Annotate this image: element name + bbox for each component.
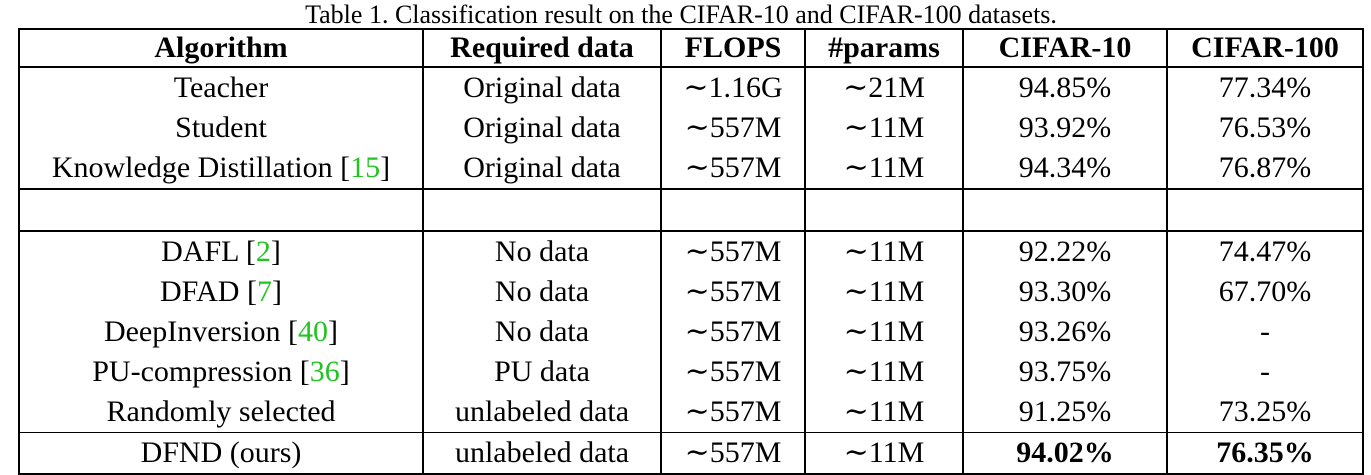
col-header-algorithm: Algorithm	[18, 28, 424, 68]
table-row: DAFL [2] No data ∼557M ∼11M 92.22% 74.47%	[18, 230, 1364, 272]
algorithm-name: Teacher	[173, 71, 269, 104]
col-header-cifar10: CIFAR-10	[962, 28, 1168, 68]
algorithm-name: DFAD	[160, 275, 240, 308]
cell-cifar10: 94.34%	[962, 148, 1168, 190]
cell-cifar10: 93.75%	[962, 352, 1168, 392]
table-row: DFND (ours) unlabeled data ∼557M ∼11M 94.02%…	[18, 432, 1364, 475]
col-header-flops: FLOPS	[660, 28, 806, 68]
cell-required-data: No data	[422, 230, 662, 272]
cell-cifar10: 93.26%	[962, 312, 1168, 352]
cell-params: ∼11M	[804, 272, 964, 312]
table-row: Student Original data ∼557M ∼11M 93.92% 76.53…	[18, 108, 1364, 148]
cell-params: ∼11M	[804, 230, 964, 272]
col-header-params: #params	[804, 28, 964, 68]
cell-algorithm: DeepInversion [40]	[18, 312, 424, 352]
col-header-cifar100: CIFAR-100	[1166, 28, 1364, 68]
cell-cifar100: 76.87%	[1166, 148, 1364, 190]
cell-flops: ∼557M	[660, 148, 806, 190]
cell-params: ∼11M	[804, 392, 964, 433]
cell-algorithm: Student	[18, 108, 424, 148]
algorithm-name: DAFL	[161, 235, 239, 268]
cell-flops: ∼557M	[660, 272, 806, 312]
cell-cifar100: 76.35%	[1166, 432, 1364, 475]
citation-link[interactable]: 40	[298, 315, 329, 348]
cell-flops: ∼1.16G	[660, 66, 806, 108]
cell-cifar100: 76.53%	[1166, 108, 1364, 148]
algorithm-name: Student	[175, 111, 267, 144]
table-row: Randomly selected unlabeled data ∼557M ∼11M…	[18, 392, 1364, 433]
cell-cifar100: 77.34%	[1166, 66, 1364, 108]
cell-algorithm: Randomly selected	[18, 392, 424, 433]
cell-cifar100: 73.25%	[1166, 392, 1364, 433]
cell-cifar100: 74.47%	[1166, 230, 1364, 272]
cell-params: ∼11M	[804, 108, 964, 148]
col-header-required-data: Required data	[422, 28, 662, 68]
cell-params: ∼11M	[804, 432, 964, 475]
cell-params: ∼21M	[804, 66, 964, 108]
cell-required-data: unlabeled data	[422, 432, 662, 475]
cell-params: ∼11M	[804, 148, 964, 190]
citation-link[interactable]: 7	[256, 275, 272, 308]
cell-required-data: Original data	[422, 108, 662, 148]
algorithm-name: Knowledge Distillation	[51, 151, 333, 184]
cell-required-data: unlabeled data	[422, 392, 662, 433]
table-row: DeepInversion [40] No data ∼557M ∼11M 93.26%…	[18, 312, 1364, 352]
algorithm-name: DFND (ours)	[140, 436, 302, 469]
data-free-group: DAFL [2] No data ∼557M ∼11M 92.22% 74.47% DFAD…	[18, 230, 1364, 475]
cell-cifar10: 93.92%	[962, 108, 1168, 148]
cell-cifar10: 94.85%	[962, 66, 1168, 108]
cell-required-data: No data	[422, 312, 662, 352]
algorithm-name: DeepInversion	[103, 315, 281, 348]
cell-flops: ∼557M	[660, 392, 806, 433]
algorithm-name: Randomly selected	[106, 395, 336, 428]
cell-params: ∼11M	[804, 312, 964, 352]
cell-cifar10: 91.25%	[962, 392, 1168, 433]
cell-algorithm: Knowledge Distillation [15]	[18, 148, 424, 190]
header-row: Algorithm Required data FLOPS #params CI…	[18, 28, 1364, 68]
cell-cifar10: 92.22%	[962, 230, 1168, 272]
algorithm-name: PU-compression	[92, 355, 293, 388]
table-caption: Table 1. Classification result on the CI…	[305, 0, 1057, 29]
cell-params: ∼11M	[804, 352, 964, 392]
table-row: Knowledge Distillation [15] Original data…	[18, 148, 1364, 190]
cell-cifar100: -	[1166, 312, 1364, 352]
results-table: Algorithm Required data FLOPS #params CI…	[18, 28, 1364, 475]
citation-link[interactable]: 15	[350, 151, 381, 184]
table-row: Teacher Original data ∼1.16G ∼21M 94.85% 77.3…	[18, 66, 1364, 108]
cell-flops: ∼557M	[660, 312, 806, 352]
cell-cifar100: 67.70%	[1166, 272, 1364, 312]
cell-required-data: No data	[422, 272, 662, 312]
cell-required-data: PU data	[422, 352, 662, 392]
cell-algorithm: DAFL [2]	[18, 230, 424, 272]
cell-cifar10: 94.02%	[962, 432, 1168, 475]
table-row: DFAD [7] No data ∼557M ∼11M 93.30% 67.70%	[18, 272, 1364, 312]
table-row: PU-compression [36] PU data ∼557M ∼11M 93.75…	[18, 352, 1364, 392]
cell-flops: ∼557M	[660, 432, 806, 475]
cell-required-data: Original data	[422, 66, 662, 108]
baseline-group: Teacher Original data ∼1.16G ∼21M 94.85% 77.3…	[18, 66, 1364, 190]
cell-required-data: Original data	[422, 148, 662, 190]
cell-flops: ∼557M	[660, 108, 806, 148]
cell-algorithm: DFAD [7]	[18, 272, 424, 312]
cell-algorithm: Teacher	[18, 66, 424, 108]
cell-algorithm: PU-compression [36]	[18, 352, 424, 392]
citation-link[interactable]: 2	[255, 235, 271, 268]
cell-flops: ∼557M	[660, 352, 806, 392]
cell-algorithm: DFND (ours)	[18, 432, 424, 475]
citation-link[interactable]: 36	[309, 355, 340, 388]
cell-flops: ∼557M	[660, 230, 806, 272]
cell-cifar10: 93.30%	[962, 272, 1168, 312]
cell-cifar100: -	[1166, 352, 1364, 392]
